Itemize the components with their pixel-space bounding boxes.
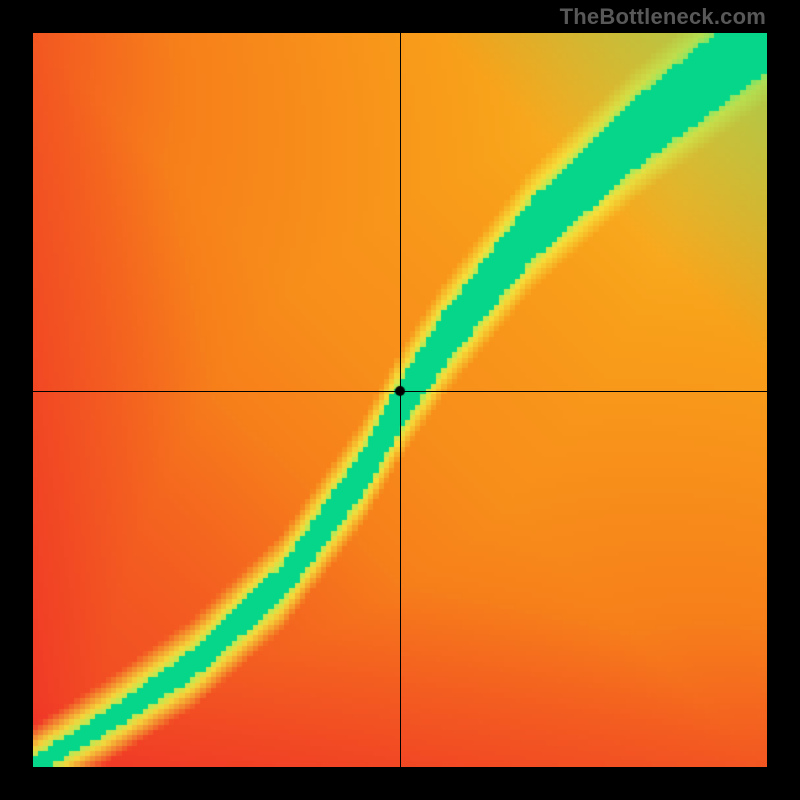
crosshair-vertical (400, 33, 401, 767)
chart-frame: TheBottleneck.com (0, 0, 800, 800)
watermark-text: TheBottleneck.com (560, 4, 766, 30)
